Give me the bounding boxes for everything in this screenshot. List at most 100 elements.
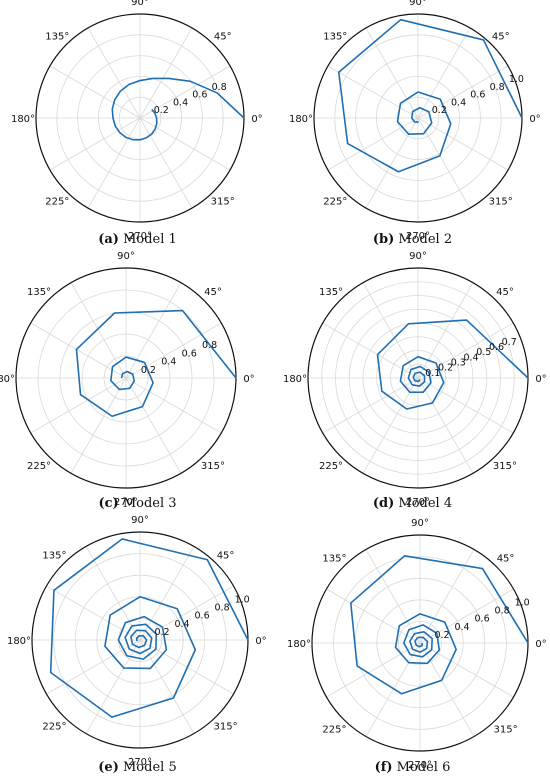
grid-spoke [125,322,222,379]
grid-spoke [139,585,234,641]
angle-tick-label: 270° [408,760,432,771]
angle-tick-label: 135° [27,287,51,298]
grid-spoke [365,27,419,119]
grid-spoke [139,117,231,171]
polar-chart-model-3: 0.2 0.4 0.6 0.8 0° 45° 90° 135° 180° 225° 270° 315° [0,251,255,508]
caption-letter: (c) [98,496,119,511]
polar-chart-model-5: 0.2 0.4 0.6 0.8 1.0 0° 45° 90° 135° 180° 225° 270° 3… [7,515,267,768]
angle-tick-label: 0° [251,114,262,125]
radial-tick-label: 0.8 [212,82,227,93]
grid-spoke [85,639,141,734]
grid-spoke [365,549,421,644]
caption-model-1: (a) Model 1 [0,232,275,247]
radial-tick-label: 0.2 [154,105,169,116]
caption-text: Model 6 [396,760,451,775]
radial-tick-label: 0.4 [161,357,176,368]
grid-spoke [85,546,141,641]
grid-spoke [419,642,475,737]
grid-spoke [417,117,471,209]
angle-tick-label: 90° [117,251,135,262]
panel-model-6: 0.2 0.4 0.6 0.8 1.0 0° 45° 90° 135° 180° 225° 270° 3… [275,518,550,778]
grid-spoke [87,27,141,119]
grid-spoke [139,27,193,119]
grid-spoke [362,377,419,474]
radial-tick-label: 0.3 [451,358,466,369]
angle-tick-label: 0° [535,374,546,385]
angle-tick-label: 135° [319,287,343,298]
caption-text: Model 3 [122,496,177,511]
radial-tick-label: 0.6 [182,348,197,359]
angle-tick-label: 270° [128,757,152,768]
angle-tick-label: 0° [535,639,546,650]
panel-model-4: 0.1 0.2 0.3 0.4 0.5 0.6 0.7 0° 45° 90° 135° 180° 225… [275,251,550,518]
polar-chart-model-4: 0.10.20.30.40.50.60.7 0° 45° 90° 135° 180° 225… [283,251,547,508]
grid-spoke [417,27,471,119]
angle-tick-label: 180° [289,114,313,125]
caption-letter: (e) [98,760,119,775]
radial-tick-label: 0.7 [502,337,517,348]
angle-tick-label: 315° [494,725,518,736]
radial-tick-label: 0.2 [141,365,156,376]
radial-tick-label: 0.4 [173,97,188,108]
radial-tick-label: 0.6 [489,342,504,353]
angle-tick-label: 225° [27,461,51,472]
grid-spoke [419,588,514,644]
grid-spoke [125,377,222,434]
grid-spoke [417,282,474,379]
grid-spoke [326,588,421,644]
radial-tick-label: 1.0 [235,595,250,606]
grid-spoke [417,377,514,434]
radial-tick-label: 0.5 [476,347,491,358]
angle-tick-label: 90° [411,518,429,529]
grid-spoke [327,65,419,119]
grid-spoke [70,282,127,379]
series-line [49,538,249,718]
series-line [337,18,523,173]
angle-tick-label: 315° [214,722,238,733]
angle-tick-label: 270° [128,231,152,242]
grid-spoke [417,117,509,171]
angle-tick-label: 135° [42,550,66,561]
polar-chart-model-2: 0.2 0.4 0.6 0.8 1.0 0° 45° 90° 135° 180° 225° 270° 3… [289,0,541,242]
radial-tick-label: 0.8 [495,606,510,617]
grid-spoke [322,322,419,379]
radial-tick-label: 0.6 [195,611,210,622]
radial-tick-label: 0.4 [463,352,478,363]
angle-tick-label: 315° [211,197,235,208]
grid-spoke [139,639,195,734]
caption-model-4: (d) Model 4 [275,496,550,511]
radial-tick-label: 0.6 [475,614,490,625]
radial-tick-label: 0.8 [202,340,217,351]
radial-tick-label: 0.2 [432,105,447,116]
angle-tick-label: 135° [45,31,69,42]
grid-spoke [125,282,182,379]
radial-tick-label: 0.8 [490,82,505,93]
angle-tick-label: 90° [409,0,427,8]
grid-spoke [46,585,141,641]
grid-spoke [30,322,127,379]
angle-tick-label: 90° [131,0,149,8]
angle-tick-label: 135° [323,31,347,42]
panel-model-2: 0.2 0.4 0.6 0.8 1.0 0° 45° 90° 135° 180° 225° 270° 3… [275,0,550,260]
caption-text: Model 4 [398,496,453,511]
grid-spoke [362,282,419,379]
caption-model-6: (f) Model 6 [275,760,550,775]
angle-tick-label: 225° [42,722,66,733]
angle-tick-label: 225° [323,197,347,208]
angle-tick-label: 45° [492,31,510,42]
grid-spoke [365,642,421,737]
radial-tick-label: 0.1 [425,368,440,379]
grid-spoke [419,642,514,698]
grid-spoke [365,117,419,209]
angle-tick-label: 180° [287,639,311,650]
angle-tick-label: 180° [11,114,35,125]
angle-tick-label: 225° [45,197,69,208]
grid-spoke [139,65,231,119]
angle-tick-label: 90° [409,251,427,262]
angle-tick-label: 225° [319,461,343,472]
grid-spoke [87,117,141,209]
angle-tick-label: 180° [283,374,307,385]
angle-tick-label: 315° [201,461,225,472]
caption-letter: (a) [98,232,119,247]
angle-tick-label: 0° [243,374,254,385]
